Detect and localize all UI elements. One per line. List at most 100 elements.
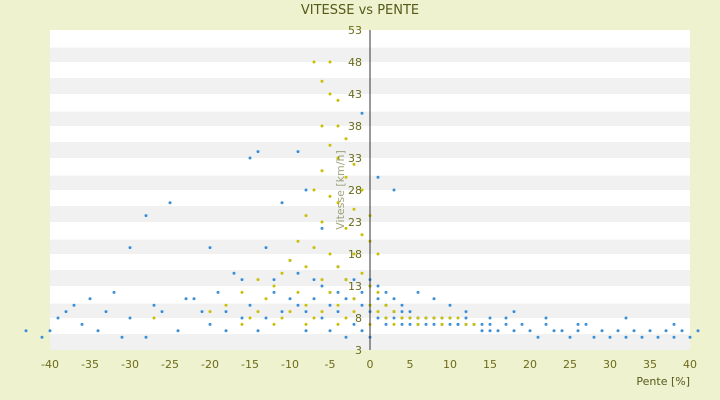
data-point bbox=[320, 226, 324, 230]
data-point bbox=[360, 111, 364, 115]
data-point bbox=[248, 303, 252, 307]
data-point bbox=[280, 201, 284, 205]
data-point bbox=[688, 335, 692, 339]
data-point bbox=[448, 322, 452, 326]
data-point bbox=[384, 322, 388, 326]
y-tick-label: 53 bbox=[348, 24, 362, 37]
data-point bbox=[336, 98, 340, 102]
data-point bbox=[360, 329, 364, 333]
data-point bbox=[512, 329, 516, 333]
data-point bbox=[104, 310, 108, 314]
data-point bbox=[296, 239, 300, 243]
data-point bbox=[296, 290, 300, 294]
x-tick-label: -25 bbox=[161, 358, 179, 371]
data-point bbox=[192, 297, 196, 301]
data-point bbox=[256, 150, 260, 154]
data-point bbox=[624, 335, 628, 339]
data-point bbox=[360, 271, 364, 275]
data-point bbox=[400, 322, 404, 326]
data-point bbox=[520, 322, 524, 326]
data-point bbox=[408, 322, 412, 326]
data-point bbox=[384, 316, 388, 320]
data-point bbox=[200, 310, 204, 314]
data-point bbox=[320, 220, 324, 224]
data-point bbox=[88, 297, 92, 301]
data-point bbox=[288, 297, 292, 301]
data-point bbox=[472, 322, 476, 326]
data-point bbox=[376, 252, 380, 256]
axes: -40 -35 -30 -25 -20 -15 -10 -5 0 5 10 15 20 25 30 35 40 3… bbox=[41, 24, 697, 371]
y-axis-label: Vitesse [km/h] bbox=[334, 150, 347, 230]
data-point bbox=[432, 322, 436, 326]
data-point bbox=[400, 310, 404, 314]
x-tick-label: 5 bbox=[407, 358, 414, 371]
data-point bbox=[296, 150, 300, 154]
data-point bbox=[360, 188, 364, 192]
data-point bbox=[392, 322, 396, 326]
data-point bbox=[240, 278, 244, 282]
data-point bbox=[256, 329, 260, 333]
data-point bbox=[160, 310, 164, 314]
data-point bbox=[528, 329, 532, 333]
data-point bbox=[112, 290, 116, 294]
data-point bbox=[536, 335, 540, 339]
data-point bbox=[584, 322, 588, 326]
data-point bbox=[328, 194, 332, 198]
data-point bbox=[328, 329, 332, 333]
data-point bbox=[424, 316, 428, 320]
y-tick-label: 18 bbox=[348, 248, 362, 261]
data-point bbox=[304, 303, 308, 307]
data-point bbox=[320, 169, 324, 173]
data-point bbox=[640, 335, 644, 339]
data-point bbox=[296, 303, 300, 307]
data-point bbox=[224, 329, 228, 333]
data-point bbox=[592, 335, 596, 339]
data-point bbox=[272, 278, 276, 282]
x-tick-label: 20 bbox=[523, 358, 537, 371]
data-point bbox=[344, 175, 348, 179]
data-point bbox=[152, 316, 156, 320]
data-point bbox=[312, 278, 316, 282]
chart-title: VITESSE vs PENTE bbox=[301, 3, 419, 18]
data-point bbox=[320, 278, 324, 282]
data-point bbox=[480, 322, 484, 326]
data-point bbox=[400, 316, 404, 320]
data-point bbox=[680, 329, 684, 333]
data-point bbox=[208, 246, 212, 250]
data-point bbox=[272, 322, 276, 326]
y-tick-label: 48 bbox=[348, 56, 362, 69]
data-point bbox=[696, 329, 700, 333]
data-point bbox=[416, 322, 420, 326]
data-point bbox=[336, 156, 340, 160]
data-point bbox=[328, 92, 332, 96]
data-point bbox=[544, 316, 548, 320]
data-point bbox=[336, 265, 340, 269]
data-point bbox=[376, 310, 380, 314]
data-point bbox=[344, 316, 348, 320]
y-tick-label: 3 bbox=[355, 344, 362, 357]
data-point bbox=[672, 335, 676, 339]
data-point bbox=[328, 143, 332, 147]
data-point bbox=[336, 201, 340, 205]
data-point bbox=[320, 79, 324, 83]
data-point bbox=[424, 322, 428, 326]
data-point bbox=[344, 335, 348, 339]
data-point bbox=[344, 297, 348, 301]
x-tick-label: -40 bbox=[41, 358, 59, 371]
data-point bbox=[152, 303, 156, 307]
data-point bbox=[432, 316, 436, 320]
data-point bbox=[664, 329, 668, 333]
data-point bbox=[360, 303, 364, 307]
data-point bbox=[336, 310, 340, 314]
data-point bbox=[248, 156, 252, 160]
x-tick-label: 25 bbox=[563, 358, 577, 371]
x-tick-label: 30 bbox=[603, 358, 617, 371]
data-point bbox=[304, 322, 308, 326]
data-point bbox=[440, 316, 444, 320]
data-point bbox=[72, 303, 76, 307]
data-point bbox=[120, 335, 124, 339]
data-point bbox=[320, 316, 324, 320]
data-point bbox=[312, 246, 316, 250]
data-point bbox=[352, 322, 356, 326]
data-point bbox=[448, 316, 452, 320]
